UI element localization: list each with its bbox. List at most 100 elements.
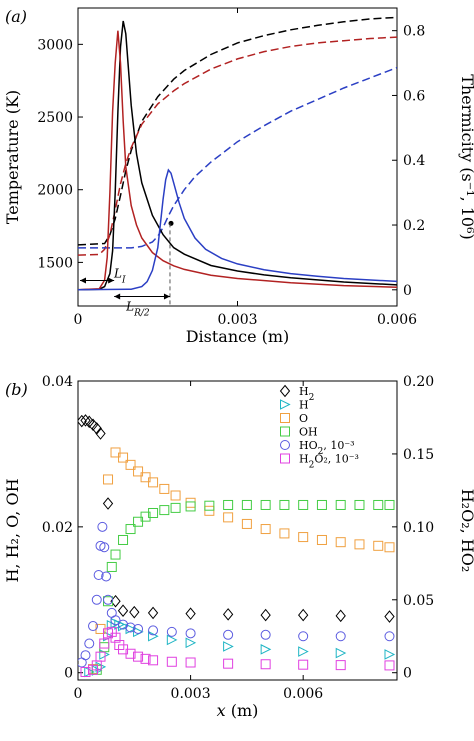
panel-a-ylabel-right: Thermicity (s⁻¹, 10⁶) [458, 74, 474, 240]
panel-a-marker-0 [168, 220, 174, 226]
panel-b-series-2-point [260, 524, 271, 535]
panel-b-series-4-point [93, 569, 104, 580]
panel-b-series-0-point [129, 605, 140, 619]
panel-b-series-1-point [335, 647, 347, 659]
panel-b-series-5-point [95, 651, 106, 662]
panel-b-series-4-point [88, 621, 99, 632]
panel-a-series-4-line [78, 30, 397, 291]
panel-a-series-2-line [78, 66, 397, 249]
panel-b-series-0-point [147, 606, 159, 620]
panel-b-series-4-point [335, 631, 346, 642]
panel-b-ytick-right-label: 0 [403, 666, 412, 682]
panel-b-series-4-point [298, 631, 309, 642]
panel-b-series-2-point [335, 537, 346, 548]
panel-b-series-1-point [384, 649, 396, 660]
panel-b-series-2-point [170, 490, 181, 501]
panel-b-series-5-point [335, 660, 346, 671]
panel-b-series-4-point [84, 638, 95, 649]
panel-b-legend-5-sub: 2 [309, 461, 315, 471]
panel-b-series-5-point [223, 658, 234, 669]
panel-b-series-5-point [106, 626, 117, 637]
panel-b-legend-3-label: OH [299, 426, 318, 439]
panel-b-series-3-point [298, 499, 309, 510]
panel-b-legend-0-label: H2 [299, 385, 314, 403]
panel-a-xlabel: Distance (m) [186, 327, 290, 346]
panel-b-series-3-point [384, 499, 395, 510]
panel-b-series-2-point [110, 447, 121, 458]
panel-b-legend-5-name: H [299, 453, 309, 466]
panel-b-series-3-point [125, 524, 136, 535]
panel-b-ytick-right-label: 0.15 [403, 447, 434, 463]
panel-b-series-0-point [335, 609, 346, 623]
panel-b-xtick-label: 0.003 [171, 686, 211, 702]
panel-b-series-4-point [185, 628, 196, 639]
panel-b-series-4-point [91, 594, 102, 605]
panel-b-series-2-point [373, 540, 384, 551]
panel-a-ytick-left-label: 2500 [37, 110, 73, 126]
panel-b-series-2-point [133, 466, 144, 477]
panel-a-series-1-line [78, 36, 397, 256]
panel-b-legend-3-name: OH [299, 426, 318, 439]
panel-b-series-0-point [117, 604, 129, 618]
panel-b-series-3-point [118, 534, 129, 545]
panel-b-series-2-point [103, 474, 114, 485]
panel-a-ytick-left-label: 1500 [37, 255, 73, 271]
panel-a-series-group [78, 16, 397, 291]
panel-b-xtick-label: 0 [74, 686, 83, 702]
panel-b-legend-2-label: O [299, 412, 308, 425]
panel-b-series-4-point [101, 571, 112, 582]
panel-a-ytick-right-label: 0.6 [403, 88, 425, 104]
panel-b-xtick-label: 0.006 [283, 686, 323, 702]
panel-b-series-4-point [80, 650, 91, 661]
panel-b-series-3-point [279, 499, 290, 510]
l-i-label: LI [113, 267, 126, 286]
panel-b-series-0-point [95, 427, 106, 440]
panel-b-series-1-point [185, 637, 197, 649]
panel-b-series-3-point [316, 499, 327, 510]
panel-a-series-0-line [78, 16, 397, 246]
panel-b-xlabel-unit: (m) [226, 701, 259, 720]
panel-a-series-5-line [78, 168, 397, 291]
panel-b-series-3-point [170, 502, 181, 513]
panel-b-series-1-point [223, 641, 234, 652]
panel-b-series-0-point [87, 418, 99, 432]
panel-b-series-0-point [298, 608, 309, 622]
panel-b-series-0-point [384, 610, 395, 623]
panel-b-ytick-left-label: 0.02 [42, 520, 73, 536]
panel-b-series-4-point [110, 615, 121, 626]
panel-b-series-3-point [241, 499, 252, 510]
panel-b-ytick-right-label: 0.20 [403, 374, 434, 390]
panel-a-xtick-label: 0 [74, 312, 83, 328]
panel-a-series-3-line [78, 20, 397, 291]
l-i-arrow-head-left [80, 277, 86, 284]
panel-b-ytick-left-label: 0 [64, 666, 73, 682]
panel-a-ytick-right-label: 0.2 [403, 218, 425, 234]
panel-b-series-5-point [166, 656, 177, 667]
panel-b-ytick-left-label: 0.04 [42, 374, 73, 390]
panel-b-series-4-point [148, 625, 159, 636]
panel-b-series-3-point [204, 500, 215, 511]
panel-b-series-0-point [78, 414, 87, 428]
panel-b-series-3-point [373, 499, 384, 510]
panel-b-series-3-point [223, 499, 234, 510]
l-r-arrow-head-right [163, 293, 170, 300]
panel-b-legend-1-label: H [299, 399, 309, 412]
panel-b-series-1-point [133, 626, 144, 638]
panel-b-series-4-point [260, 629, 271, 640]
panel-b-series-2-point [279, 528, 290, 539]
panel-b-series-2-point [118, 452, 129, 463]
panel-b-frame [77, 380, 398, 681]
panel-b-series-5-point [260, 659, 271, 670]
panel-b-legend-0-sub: 2 [309, 393, 315, 403]
panel-b-series-group [78, 414, 396, 678]
panel-b-series-2-point [185, 497, 196, 508]
panel-b-xlabel-var: x [217, 701, 226, 720]
panel-b-ylabel-left: H, H₂, O, OH [3, 478, 22, 582]
panel-b-series-5-point [185, 657, 196, 668]
panel-b-series-2-point [148, 477, 159, 488]
panel-b-series-3-point [260, 499, 271, 510]
panel-b-series-3-point [148, 507, 159, 518]
panel-b-series-2-point [223, 512, 234, 523]
panel-b-series-0-point [222, 608, 234, 621]
